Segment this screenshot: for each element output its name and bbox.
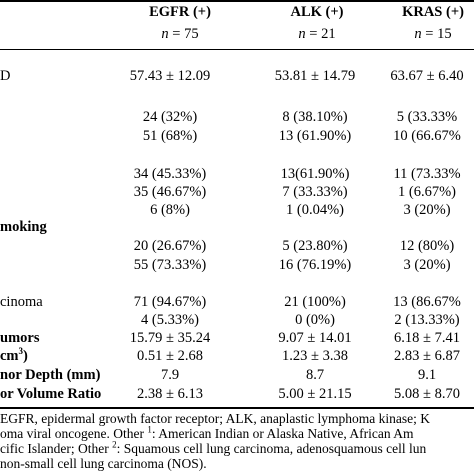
cell-egfr: 6 (8%)	[150, 202, 190, 218]
n-egfr: n = 75	[125, 26, 235, 43]
row-label: cinoma	[0, 294, 43, 310]
n-kras: n = 15	[378, 26, 474, 43]
cell-egfr: 55 (73.33%)	[133, 257, 207, 273]
footnote-line: non-small cell lung carcinoma (NOS).	[0, 456, 207, 471]
n-value: = 15	[425, 26, 452, 42]
table-row: nor Depth (mm) 7.9 8.7 9.1	[0, 366, 474, 384]
cell-egfr: 0.51 ± 2.68	[137, 348, 203, 364]
table-row: 20 (26.67%) 5 (23.80%) 12 (80%)	[0, 237, 474, 255]
cell-kras: 13 (86.67%	[393, 294, 461, 310]
cell-alk: 1.23 ± 3.38	[282, 348, 348, 364]
cell-alk: 8 (38.10%)	[282, 109, 348, 125]
row-label: or Volume Ratio	[0, 386, 102, 402]
table-row: 24 (32%) 8 (38.10%) 5 (33.33%	[0, 108, 474, 126]
table-row: or Volume Ratio 2.38 ± 6.13 5.00 ± 21.15…	[0, 385, 474, 403]
n-symbol: n	[161, 26, 169, 42]
table-row: cm3) 0.51 ± 2.68 1.23 ± 3.38 2.83 ± 6.87	[0, 347, 474, 365]
cell-egfr: 35 (46.67%)	[133, 184, 207, 200]
n-alk: n = 21	[262, 26, 372, 43]
col-header-alk: ALK (+)	[290, 4, 344, 20]
cell-alk: 53.81 ± 14.79	[274, 68, 356, 84]
row-label: moking	[0, 219, 47, 235]
cell-kras: 11 (73.33%	[393, 166, 461, 182]
cell-alk: 1 (0.04%)	[286, 202, 344, 218]
table-row: moking	[0, 218, 474, 236]
cell-alk: 9.07 ± 14.01	[278, 330, 352, 346]
cell-alk: 13(61.90%)	[280, 166, 350, 182]
col-header-egfr: EGFR (+)	[149, 4, 211, 20]
cell-kras: 1 (6.67%)	[398, 184, 456, 200]
cell-kras: 63.67 ± 6.40	[390, 68, 464, 84]
cell-alk: 13 (61.90%)	[278, 128, 352, 144]
table-row: umors 15.79 ± 35.24 9.07 ± 14.01 6.18 ± …	[0, 329, 474, 347]
cell-kras: 2 (13.33%)	[394, 312, 460, 328]
cell-egfr: 71 (94.67%)	[133, 294, 207, 310]
row-label: cm3)	[0, 346, 28, 364]
cell-kras: 5 (33.33%	[396, 109, 458, 125]
cell-alk: 5 (23.80%)	[282, 238, 348, 254]
footnote-line: cific Islander; Other 2: Squamous cell l…	[0, 439, 427, 456]
col-header-kras: KRAS (+)	[402, 4, 464, 20]
table-row: 6 (8%) 1 (0.04%) 3 (20%)	[0, 201, 474, 219]
row-label: nor Depth (mm)	[0, 367, 101, 383]
cell-alk: 5.00 ± 21.15	[278, 386, 352, 402]
footnote-line: oma viral oncogene. Other 1: American In…	[0, 424, 414, 441]
table-top-rule	[0, 0, 474, 2]
cell-egfr: 4 (5.33%)	[141, 312, 199, 328]
n-symbol: n	[414, 26, 422, 42]
cell-alk: 0 (0%)	[295, 312, 335, 328]
footnote-line: EGFR, epidermal growth factor receptor; …	[0, 411, 431, 426]
n-value: = 21	[309, 26, 336, 42]
cell-egfr: 24 (32%)	[142, 109, 198, 125]
row-label: umors	[0, 330, 40, 346]
table-row: 34 (45.33%) 13(61.90%) 11 (73.33%	[0, 165, 474, 183]
cell-kras: 9.1	[417, 367, 437, 383]
cell-kras: 12 (80%)	[399, 238, 455, 254]
table-row: 51 (68%) 13 (61.90%) 10 (66.67%	[0, 127, 474, 145]
header-rule	[0, 49, 474, 50]
row-label: D	[0, 68, 11, 84]
table-row: 55 (73.33%) 16 (76.19%) 3 (20%)	[0, 256, 474, 274]
cell-egfr: 51 (68%)	[142, 128, 198, 144]
cell-kras: 6.18 ± 7.41	[394, 330, 460, 346]
cell-egfr: 7.9	[160, 367, 180, 383]
cell-egfr: 20 (26.67%)	[133, 238, 207, 254]
n-value: = 75	[172, 26, 199, 42]
cell-alk: 16 (76.19%)	[278, 257, 352, 273]
cell-kras: 10 (66.67%	[393, 128, 461, 144]
cell-alk: 7 (33.33%)	[282, 184, 348, 200]
cell-kras: 3 (20%)	[403, 202, 451, 218]
cell-kras: 2.83 ± 6.87	[394, 348, 460, 364]
cell-egfr: 34 (45.33%)	[133, 166, 207, 182]
table-row: cinoma 71 (94.67%) 21 (100%) 13 (86.67%	[0, 293, 474, 311]
table-row: 4 (5.33%) 0 (0%) 2 (13.33%)	[0, 311, 474, 329]
cell-egfr: 57.43 ± 12.09	[129, 68, 211, 84]
cell-alk: 8.7	[305, 367, 325, 383]
table-row: 35 (46.67%) 7 (33.33%) 1 (6.67%)	[0, 183, 474, 201]
table-bottom-rule	[0, 407, 474, 409]
cell-egfr: 15.79 ± 35.24	[129, 330, 211, 346]
cell-kras: 3 (20%)	[403, 257, 451, 273]
cell-egfr: 2.38 ± 6.13	[137, 386, 203, 402]
cell-alk: 21 (100%)	[284, 294, 346, 310]
n-symbol: n	[298, 26, 306, 42]
cell-kras: 5.08 ± 8.70	[394, 386, 460, 402]
table-row: D 57.43 ± 12.09 53.81 ± 14.79 63.67 ± 6.…	[0, 67, 474, 85]
